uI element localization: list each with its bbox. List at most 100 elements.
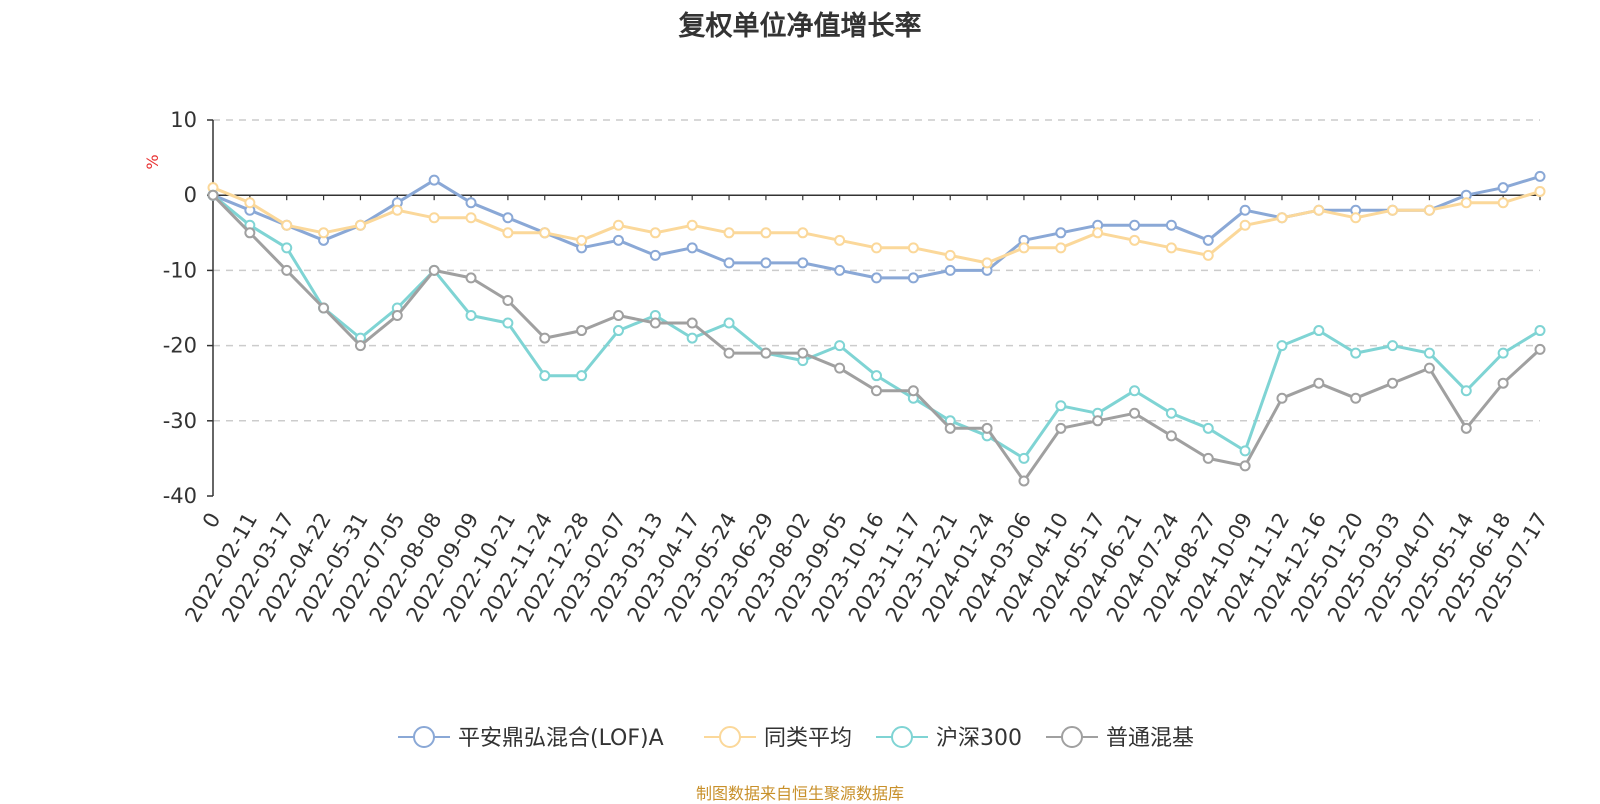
data-point (944, 422, 956, 434)
legend-swatch-marker (719, 726, 741, 748)
data-point (502, 227, 514, 239)
data-point (649, 249, 661, 261)
data-point (1313, 325, 1325, 337)
data-point (1239, 219, 1251, 231)
data-point (871, 242, 882, 254)
legend-label: 平安鼎弘混合(LOF)A (458, 726, 664, 751)
data-point (834, 340, 846, 352)
y-tick-label: 10 (170, 108, 197, 132)
data-point (1534, 185, 1546, 197)
data-point (502, 212, 514, 224)
data-point (502, 317, 514, 329)
legend-item[interactable]: 沪深300 (876, 726, 1022, 751)
data-point (539, 227, 551, 239)
axes: 100-10-20-30-40%02022-02-112022-03-17202… (143, 108, 1552, 626)
data-point (612, 219, 624, 231)
y-tick-label: -10 (163, 258, 197, 282)
data-point (465, 197, 477, 209)
data-point (539, 332, 551, 344)
series-0 (207, 170, 1546, 284)
data-point (428, 212, 440, 224)
data-point (981, 422, 993, 434)
data-point (244, 227, 256, 239)
data-point (723, 257, 735, 269)
data-point (1092, 227, 1104, 239)
data-point (1497, 197, 1509, 209)
data-point (871, 370, 882, 382)
data-point (1350, 347, 1362, 359)
data-point (1276, 392, 1288, 404)
y-tick-label: -30 (163, 409, 197, 433)
data-point (391, 204, 403, 216)
data-point (207, 189, 219, 201)
data-point (612, 310, 624, 322)
data-point (354, 219, 366, 231)
legend-item[interactable]: 平安鼎弘混合(LOF)A (398, 726, 664, 751)
data-point (1129, 385, 1141, 397)
data-point (797, 227, 809, 239)
data-point (281, 264, 293, 276)
y-tick-label: 0 (184, 183, 197, 207)
data-point (723, 317, 735, 329)
data-point (1129, 234, 1141, 246)
data-point (318, 302, 330, 314)
data-point (1018, 452, 1030, 464)
data-point (1350, 392, 1362, 404)
data-point (1423, 362, 1435, 374)
data-point (1313, 204, 1325, 216)
data-point (612, 325, 624, 337)
data-point (244, 197, 256, 209)
data-point (1055, 242, 1067, 254)
legend-item[interactable]: 普通混基 (1046, 726, 1194, 751)
data-point (576, 370, 588, 382)
data-point (428, 174, 440, 186)
data-point (1387, 340, 1399, 352)
legend-swatch-marker (413, 726, 435, 748)
data-point (1423, 204, 1435, 216)
data-point (576, 325, 588, 337)
data-point (797, 257, 809, 269)
data-point (1239, 204, 1251, 216)
data-point (1350, 212, 1362, 224)
data-point (281, 219, 293, 231)
legend-swatch-marker (891, 726, 913, 748)
legend: 平安鼎弘混合(LOF)A 同类平均 沪深300 普通混基 (398, 726, 1194, 751)
data-point (502, 294, 514, 306)
data-point (281, 242, 293, 254)
data-point (1387, 377, 1399, 389)
series-3 (207, 189, 1546, 487)
data-point (834, 362, 846, 374)
data-point (1534, 343, 1546, 355)
data-point (760, 257, 772, 269)
data-point (649, 317, 661, 329)
data-point (1276, 212, 1288, 224)
y-axis-unit: % (143, 154, 162, 169)
data-point (907, 385, 919, 397)
data-point (686, 242, 698, 254)
data-point (834, 234, 846, 246)
data-point (1534, 170, 1546, 182)
data-point (1055, 400, 1067, 412)
series-layer (207, 170, 1546, 487)
data-point (760, 227, 772, 239)
data-point (1460, 422, 1472, 434)
x-tick-label: 0 (198, 509, 225, 533)
data-point (686, 332, 698, 344)
data-point (871, 272, 882, 284)
data-point (871, 385, 882, 397)
data-point (1055, 227, 1067, 239)
chart-title: 复权单位净值增长率 (678, 11, 922, 42)
data-point (465, 310, 477, 322)
series-line (211, 193, 1542, 460)
legend-item[interactable]: 同类平均 (704, 726, 852, 751)
data-point (1165, 407, 1177, 419)
y-tick-label: -40 (163, 484, 197, 508)
y-tick-label: -20 (163, 334, 197, 358)
series-2 (207, 189, 1546, 464)
data-point (1129, 407, 1141, 419)
series-line (211, 193, 1542, 483)
data-point (1202, 422, 1214, 434)
data-point (1423, 347, 1435, 359)
series-line (211, 174, 1542, 280)
